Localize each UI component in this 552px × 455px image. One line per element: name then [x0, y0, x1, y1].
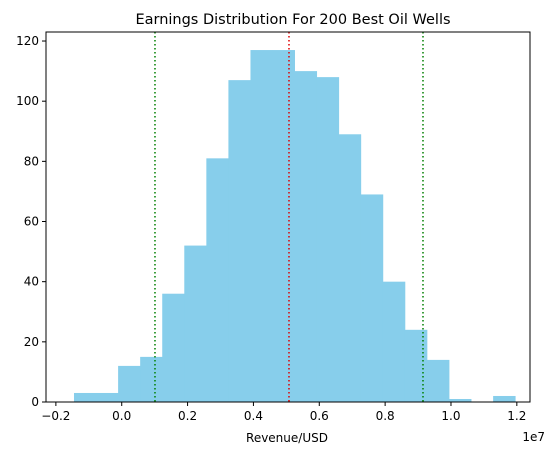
x-tick-label-7: 1.2 — [507, 409, 526, 423]
chart-title: Earnings Distribution For 200 Best Oil W… — [135, 12, 450, 28]
y-tick-label-2: 40 — [24, 275, 39, 289]
histogram-bar-5 — [184, 245, 207, 402]
y-tick-label-0: 0 — [31, 395, 39, 409]
y-tick-label-5: 100 — [16, 94, 39, 108]
x-tick-label-3: 0.4 — [244, 409, 263, 423]
x-axis-ticks: −0.2 0.0 0.2 0.4 0.6 0.8 1.0 1.2 — [41, 402, 526, 423]
histogram-bar-2 — [118, 365, 141, 402]
x-axis-label: Revenue/USD — [246, 431, 328, 445]
histogram-bar-11 — [316, 77, 340, 402]
histogram-bar-0 — [73, 392, 97, 402]
y-tick-label-6: 120 — [16, 34, 39, 48]
histogram-bar-9 — [272, 50, 295, 403]
y-tick-label-3: 60 — [24, 215, 39, 229]
y-axis-ticks: 0 20 40 60 80 100 120 — [16, 34, 46, 409]
histogram-bar-12 — [338, 134, 362, 402]
reference-lines-group — [154, 32, 424, 402]
histogram-bar-8 — [250, 50, 273, 403]
x-tick-label-0: −0.2 — [41, 409, 70, 423]
x-tick-label-5: 0.8 — [376, 409, 395, 423]
histogram-bar-3 — [140, 356, 163, 402]
y-tick-label-1: 20 — [24, 335, 39, 349]
histogram-bar-4 — [162, 293, 185, 402]
histogram-bar-15 — [404, 329, 428, 402]
histogram-bar-6 — [206, 158, 229, 402]
histogram-bar-1 — [96, 392, 119, 402]
x-tick-label-6: 1.0 — [441, 409, 460, 423]
histogram-bar-19 — [493, 395, 516, 402]
histogram-bar-13 — [360, 194, 384, 402]
histogram-bar-17 — [449, 398, 472, 402]
plot-frame — [45, 31, 531, 403]
x-tick-label-2: 0.2 — [178, 409, 197, 423]
y-tick-label-4: 80 — [24, 154, 39, 168]
histogram-bar-14 — [382, 281, 406, 402]
x-axis-offset-label: 1e7 — [522, 430, 545, 444]
histogram-bar-10 — [294, 71, 318, 403]
histogram-bar-16 — [426, 359, 450, 402]
x-tick-label-1: 0.0 — [112, 409, 131, 423]
x-tick-label-4: 0.6 — [310, 409, 329, 423]
bars-group — [73, 50, 516, 403]
histogram-bar-7 — [228, 80, 251, 403]
